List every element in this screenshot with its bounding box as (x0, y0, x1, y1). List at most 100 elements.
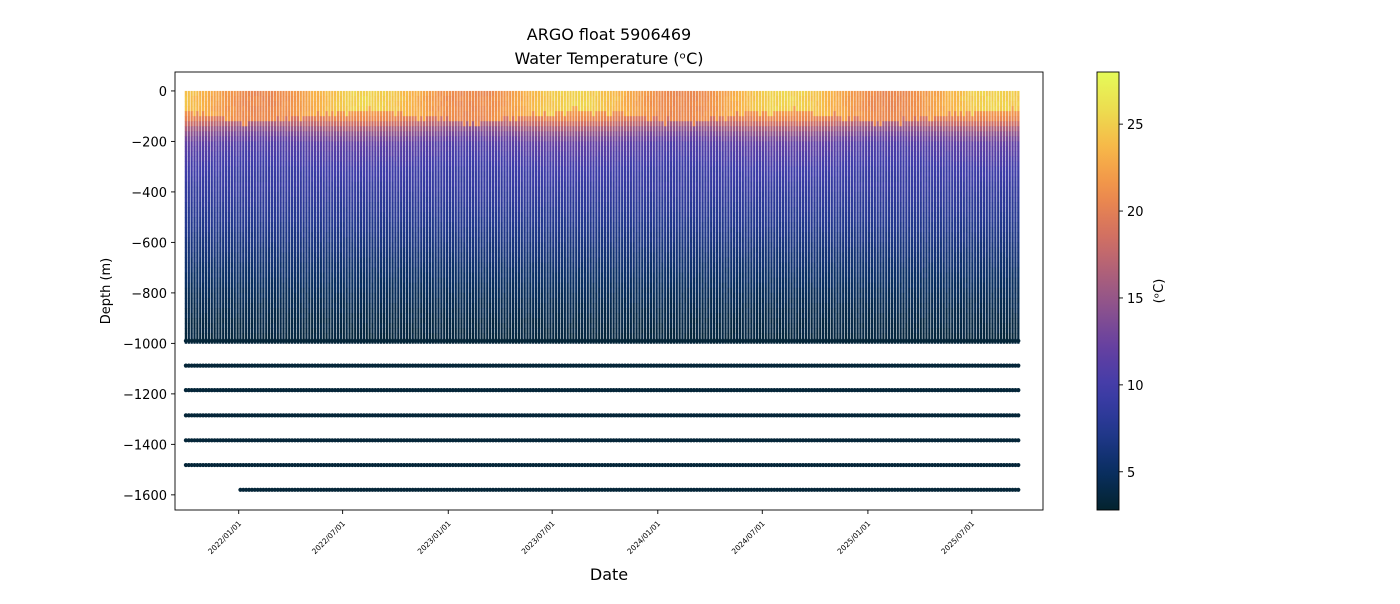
profile-segment (348, 146, 351, 152)
profile-segment (411, 176, 414, 183)
profile-segment (250, 297, 254, 304)
profile-segment (279, 151, 282, 157)
profile-segment (445, 191, 449, 198)
profile-segment (437, 166, 440, 173)
profile-segment (210, 302, 213, 309)
profile-segment (290, 136, 294, 142)
profile-segment (382, 101, 386, 107)
profile-segment (388, 181, 391, 188)
profile-segment (382, 282, 386, 289)
profile-segment (216, 126, 219, 132)
profile-segment (359, 242, 363, 248)
profile-segment (290, 328, 294, 334)
profile-segment (184, 212, 188, 218)
profile-segment (448, 186, 452, 193)
profile-segment (233, 318, 236, 324)
profile-segment (454, 267, 457, 274)
profile-segment (348, 176, 351, 183)
profile-segment (405, 292, 409, 299)
profile-segment (448, 191, 452, 198)
profile-segment (201, 202, 205, 208)
profile-segment (377, 257, 380, 263)
profile-segment (210, 237, 213, 243)
profile-segment (382, 191, 386, 198)
profile-segment (466, 262, 469, 269)
profile-segment (331, 207, 334, 213)
profile-segment (428, 313, 432, 319)
profile-segment (351, 212, 354, 218)
profile-segment (382, 292, 386, 299)
profile-segment (356, 156, 360, 163)
profile-segment (365, 146, 368, 152)
profile-segment (296, 136, 299, 142)
profile-segment (213, 232, 216, 238)
profile-segment (431, 247, 434, 253)
profile-segment (282, 131, 285, 137)
profile-segment (239, 313, 242, 319)
profile-segment (382, 90, 386, 97)
profile-segment (207, 257, 211, 263)
profile-segment (247, 116, 251, 122)
profile-segment (354, 131, 357, 137)
profile-segment (213, 252, 216, 258)
profile-segment (201, 90, 205, 97)
profile-segment (193, 131, 196, 137)
profile-segment (290, 313, 294, 319)
profile-segment (299, 95, 302, 102)
profile-segment (242, 141, 245, 147)
profile-segment (299, 196, 302, 203)
profile-segment (388, 237, 391, 243)
profile-segment (250, 302, 254, 309)
profile-segment (210, 196, 213, 203)
profile-segment (445, 176, 449, 183)
profile-segment (325, 181, 328, 188)
profile-segment (437, 247, 440, 253)
profile-segment (425, 242, 429, 248)
profile-segment (428, 131, 432, 137)
profile-segment (293, 106, 297, 112)
profile-segment (334, 207, 337, 213)
profile-segment (288, 166, 291, 173)
profile-segment (270, 161, 274, 168)
profile-segment (207, 302, 211, 309)
profile-segment (305, 308, 308, 314)
profile-segment (256, 247, 259, 253)
profile-segment (457, 181, 460, 188)
profile-segment (463, 323, 466, 329)
profile-segment (377, 292, 380, 299)
profile-segment (331, 161, 334, 168)
profile-segment (250, 257, 254, 263)
profile-segment (423, 202, 426, 208)
profile-segment (256, 267, 259, 274)
profile-segment (443, 217, 446, 223)
profile-segment (187, 151, 190, 157)
profile-segment (374, 313, 377, 319)
profile-segment (268, 232, 271, 238)
profile-segment (311, 308, 314, 314)
profile-segment (451, 242, 454, 248)
profile-segment (319, 313, 322, 319)
profile-segment (394, 202, 397, 208)
profile-segment (411, 116, 414, 122)
profile-segment (216, 176, 219, 183)
profile-segment (187, 196, 190, 203)
profile-segment (299, 262, 302, 269)
profile-segment (311, 313, 314, 319)
profile-segment (233, 207, 236, 213)
profile-segment (227, 131, 231, 137)
profile-segment (339, 111, 343, 117)
profile-segment (362, 161, 366, 168)
profile-segment (296, 302, 299, 309)
profile-segment (239, 126, 242, 132)
profile-segment (414, 141, 417, 147)
profile-segment (247, 171, 251, 178)
profile-segment (374, 207, 377, 213)
profile-segment (468, 247, 472, 253)
profile-segment (265, 151, 268, 157)
profile-segment (199, 161, 202, 168)
profile-segment (204, 166, 208, 173)
profile-segment (210, 191, 213, 198)
profile-segment (394, 151, 397, 157)
profile-segment (434, 90, 437, 97)
profile-segment (285, 308, 288, 314)
